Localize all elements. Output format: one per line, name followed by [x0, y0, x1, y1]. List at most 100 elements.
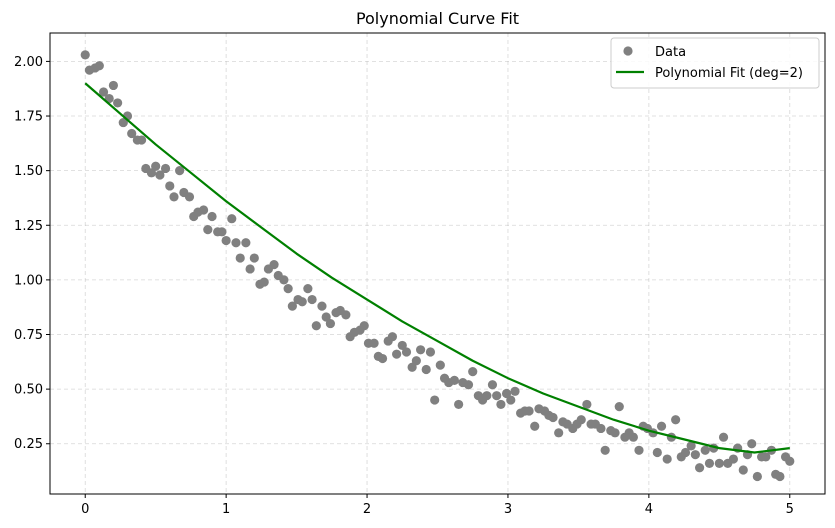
data-point	[714, 458, 724, 469]
data-point	[359, 321, 369, 331]
data-point	[548, 412, 558, 423]
x-axis-ticks: 0 1 2 3 4 5	[81, 494, 794, 517]
data-point	[506, 395, 516, 405]
data-point	[421, 364, 431, 375]
x-tick-label: 1	[222, 502, 230, 517]
data-point	[287, 301, 297, 311]
data-point	[227, 214, 237, 224]
data-point	[259, 277, 269, 287]
data-point	[235, 253, 245, 263]
data-point	[690, 450, 700, 460]
data-point	[752, 471, 762, 482]
data-point	[207, 211, 217, 222]
data-point	[155, 170, 165, 180]
x-tick-label: 5	[786, 502, 794, 517]
data-point	[530, 421, 540, 431]
data-point	[694, 463, 705, 473]
data-point	[249, 253, 259, 263]
data-point	[430, 395, 440, 405]
data-point	[146, 168, 157, 178]
grid-lines	[50, 33, 825, 494]
data-point	[94, 61, 104, 71]
data-point	[307, 294, 317, 305]
data-point	[496, 399, 506, 410]
data-point	[671, 415, 681, 425]
data-point	[761, 452, 771, 462]
data-point	[738, 465, 748, 475]
data-point	[435, 360, 445, 370]
data-point	[387, 332, 398, 342]
data-point	[656, 421, 667, 431]
data-point	[160, 163, 171, 174]
data-point	[198, 205, 209, 215]
data-point	[600, 445, 610, 455]
fit-line	[84, 82, 790, 454]
y-tick-label: 0.75	[14, 328, 43, 343]
legend-label-data: Data	[655, 45, 686, 60]
plot-area-frame	[49, 32, 826, 495]
data-point	[775, 471, 785, 482]
y-tick-label: 0.50	[14, 383, 43, 398]
data-point	[269, 259, 279, 270]
data-point	[487, 380, 498, 390]
data-point	[482, 391, 492, 401]
legend-marker-data	[623, 46, 633, 56]
data-point	[98, 87, 109, 97]
y-tick-label: 2.00	[14, 55, 43, 70]
data-point	[610, 428, 620, 438]
data-point	[341, 310, 351, 320]
y-tick-label: 1.25	[14, 219, 43, 234]
data-point	[501, 388, 512, 399]
data-point	[303, 284, 313, 294]
data-point	[151, 161, 161, 171]
data-point	[662, 454, 672, 464]
data-point	[576, 415, 586, 425]
data-point	[321, 312, 331, 322]
y-tick-label: 0.25	[14, 437, 43, 452]
data-point	[700, 445, 710, 455]
data-point	[221, 235, 231, 246]
data-point	[582, 399, 592, 410]
data-point	[241, 238, 251, 248]
legend-box	[610, 37, 820, 89]
data-point	[245, 264, 255, 274]
data-point	[169, 192, 179, 202]
x-tick-label: 0	[81, 502, 89, 517]
data-point	[397, 340, 407, 351]
data-point	[297, 297, 307, 307]
data-point	[628, 432, 638, 442]
chart-title: Polynomial Curve Fit	[356, 9, 519, 28]
data-point	[231, 238, 241, 248]
y-axis-ticks: 0.25 0.50 0.75 1.00 1.25 1.50 1.75 2.00	[14, 55, 50, 452]
data-point	[524, 406, 534, 416]
data-point	[217, 227, 227, 237]
data-point	[113, 98, 123, 108]
data-point	[203, 225, 213, 235]
data-point	[449, 375, 460, 385]
x-tick-label: 2	[363, 502, 371, 517]
data-point	[279, 275, 289, 285]
data-point	[377, 353, 388, 364]
data-point	[728, 454, 739, 464]
data-point	[317, 301, 327, 311]
data-point	[718, 432, 729, 442]
y-tick-label: 1.75	[14, 110, 43, 125]
data-point	[614, 402, 624, 412]
data-point	[80, 50, 90, 60]
data-point	[392, 349, 402, 359]
data-point	[108, 80, 119, 91]
data-point	[686, 441, 696, 451]
data-point	[634, 445, 644, 455]
data-point	[311, 321, 321, 331]
data-point	[401, 347, 412, 357]
data-point	[118, 117, 128, 128]
data-point	[127, 128, 137, 139]
data-point	[454, 399, 464, 410]
data-point	[596, 423, 606, 434]
data-point	[325, 318, 336, 329]
data-point	[369, 338, 379, 348]
legend-label-fit: Polynomial Fit (deg=2)	[655, 66, 803, 81]
data-point	[468, 367, 478, 377]
data-point	[463, 380, 474, 390]
data-point	[492, 391, 502, 401]
